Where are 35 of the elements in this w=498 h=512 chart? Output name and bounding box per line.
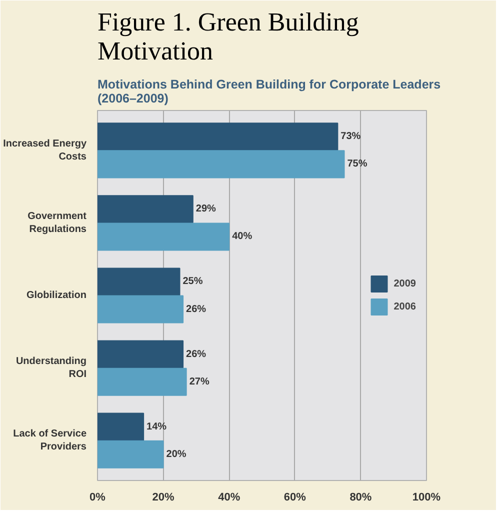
y-tick-label: Globilization	[26, 290, 87, 301]
data-label: 25%	[182, 276, 203, 288]
bar	[98, 222, 230, 251]
bar	[98, 268, 180, 296]
y-tick-label: Government Regulations	[28, 210, 88, 236]
x-tick-label: 80%	[350, 492, 372, 504]
bar	[98, 295, 184, 324]
x-tick-label: 40%	[218, 492, 240, 504]
bar	[98, 368, 187, 396]
chart-subtitle: Motivations Behind Green Building for Corporate Leaders (2006–2009)	[98, 78, 441, 106]
x-tick-label: 100%	[412, 492, 441, 504]
x-tick-label: 0%	[90, 492, 106, 504]
data-label: 27%	[189, 376, 210, 388]
bar	[98, 150, 345, 178]
x-tick-label: 20%	[152, 492, 175, 504]
bar	[98, 195, 194, 224]
y-tick-label: Increased Energy Costs	[3, 138, 87, 162]
x-tick-label: 60%	[284, 492, 306, 504]
bar	[98, 122, 338, 151]
bar	[98, 340, 184, 368]
bar	[98, 440, 164, 468]
data-label: 26%	[186, 304, 206, 315]
data-label: 75%	[347, 158, 368, 170]
legend-label: 2006	[394, 301, 416, 312]
chart-title: Figure 1. Green Building Motivation	[98, 8, 359, 66]
data-label: 73%	[340, 131, 361, 142]
data-label: 40%	[232, 231, 252, 242]
data-label: 14%	[146, 421, 167, 432]
data-label: 20%	[166, 448, 186, 460]
data-label: 29%	[196, 204, 216, 215]
data-label: 26%	[186, 348, 206, 360]
y-tick-label: Lack of Service Providers	[13, 428, 87, 453]
bar	[98, 412, 144, 441]
y-tick-label: Understanding ROI	[16, 356, 87, 380]
legend-label: 2009	[394, 278, 416, 289]
